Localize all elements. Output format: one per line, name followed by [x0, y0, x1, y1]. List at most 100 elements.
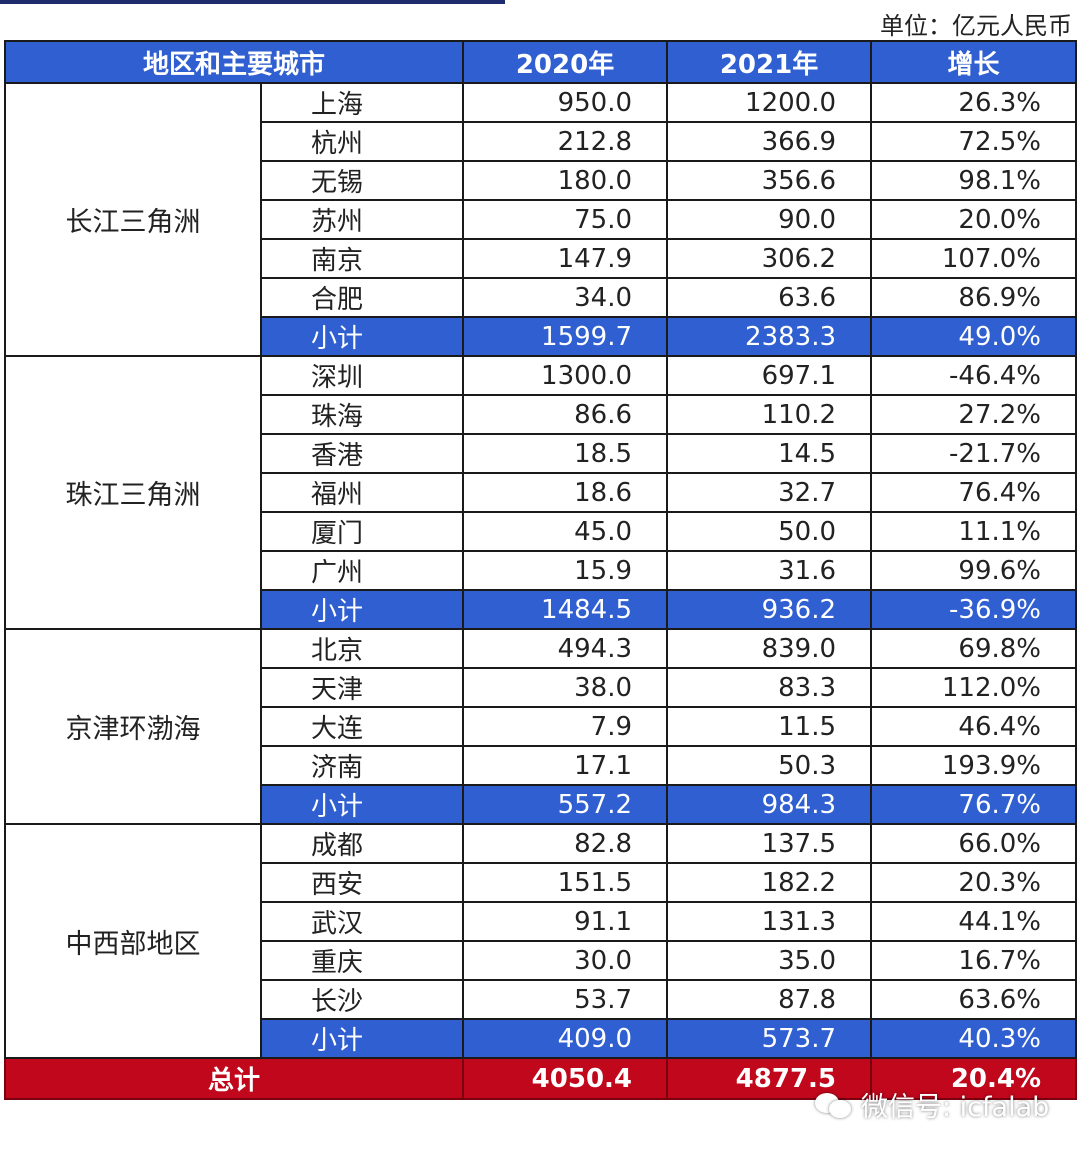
table-row: 合肥 34.0 63.6 86.9%: [5, 277, 1078, 318]
city-name: 重庆: [311, 948, 364, 978]
table-row: 苏州 75.0 90.0 20.0%: [5, 199, 1078, 240]
value-growth: 86.9%: [870, 277, 1078, 318]
value-2021: 182.2: [666, 862, 873, 903]
table-row: 长沙 53.7 87.8 63.6%: [5, 979, 1078, 1020]
value-2021: 14.5: [666, 433, 873, 474]
subtotal-2021: 2383.3: [666, 316, 873, 357]
value-growth: 98.1%: [870, 160, 1078, 201]
total-2020: 4050.4: [462, 1057, 669, 1100]
subtotal-growth: 76.7%: [870, 784, 1078, 825]
value-2020: 38.0: [462, 667, 669, 708]
table-body: 长江三角洲 上海 950.0 1200.0 26.3% 杭州 212.8 366.9 72.5%…: [3, 82, 1078, 1100]
city-cell: 天津: [259, 667, 465, 708]
value-growth: 46.4%: [870, 706, 1078, 747]
city-name: 上海: [311, 90, 364, 120]
value-2020: 18.5: [462, 433, 669, 474]
value-2021: 697.1: [666, 355, 873, 396]
subtotal-label-cell: 小计: [259, 1018, 465, 1059]
subtotal-row: 小计 557.2 984.3 76.7%: [5, 784, 1078, 825]
value-growth: 193.9%: [870, 745, 1078, 786]
value-2021: 137.5: [666, 823, 873, 864]
city-cell: 深圳: [259, 355, 465, 396]
city-cell: 重庆: [259, 940, 465, 981]
table-row: 珠江三角洲 深圳 1300.0 697.1 -46.4%: [4, 355, 1078, 630]
value-growth: 112.0%: [870, 667, 1078, 708]
value-2021: 31.6: [666, 550, 873, 591]
watermark: 微信号: icfalab: [815, 1085, 1049, 1124]
city-name: 长沙: [311, 987, 364, 1017]
city-cell: 南京: [259, 238, 465, 279]
city-cell: 长沙: [259, 979, 465, 1020]
table-row: 京津环渤海 北京 494.3 839.0 69.8%: [4, 628, 1078, 825]
investment-table: 地区和主要城市 2020年 2021年 增长 长江三角洲 上海 950.0 1200.…: [3, 40, 1078, 1100]
value-2020: 82.8: [462, 823, 669, 864]
table-row: 杭州 212.8 366.9 72.5%: [5, 121, 1078, 162]
subtotal-row: 小计 409.0 573.7 40.3%: [5, 1018, 1078, 1059]
table-row: 重庆 30.0 35.0 16.7%: [5, 940, 1078, 981]
value-growth: 44.1%: [870, 901, 1078, 942]
city-name: 苏州: [311, 207, 364, 237]
value-2020: 950.0: [462, 82, 669, 123]
value-2021: 11.5: [666, 706, 873, 747]
city-name: 合肥: [311, 285, 364, 315]
city-name: 珠海: [311, 402, 364, 432]
subtotal-2020: 409.0: [462, 1018, 669, 1059]
header-region-city: 地区和主要城市: [3, 40, 465, 84]
table-row: 珠海 86.6 110.2 27.2%: [5, 394, 1078, 435]
table-row: 广州 15.9 31.6 99.6%: [5, 550, 1078, 591]
header-2020: 2020年: [462, 40, 669, 84]
value-2020: 75.0: [462, 199, 669, 240]
region-name: 长江三角洲: [4, 82, 262, 357]
value-growth: 107.0%: [870, 238, 1078, 279]
value-2020: 45.0: [462, 511, 669, 552]
subtotal-growth: -36.9%: [870, 589, 1078, 630]
value-2020: 86.6: [462, 394, 669, 435]
subtotal-label-cell: 小计: [259, 589, 465, 630]
value-2021: 50.3: [666, 745, 873, 786]
subtotal-label-cell: 小计: [259, 316, 465, 357]
value-2020: 15.9: [462, 550, 669, 591]
total-label: 总计: [3, 1057, 465, 1100]
subtotal-2021: 936.2: [666, 589, 873, 630]
value-growth: -46.4%: [870, 355, 1078, 396]
city-name: 香港: [311, 441, 364, 471]
subtotal-2020: 1599.7: [462, 316, 669, 357]
value-2021: 110.2: [666, 394, 873, 435]
value-growth: 69.8%: [870, 628, 1078, 669]
value-2020: 18.6: [462, 472, 669, 513]
table-row: 中西部地区 成都 82.8 137.5 66.0%: [4, 823, 1078, 1059]
wechat-icon: [815, 1091, 853, 1119]
subtotal-label: 小计: [311, 1026, 364, 1056]
city-cell: 香港: [259, 433, 465, 474]
header-growth: 增长: [870, 40, 1078, 84]
city-name: 无锡: [311, 168, 364, 198]
table-row: 大连 7.9 11.5 46.4%: [5, 706, 1078, 747]
value-2020: 91.1: [462, 901, 669, 942]
watermark-text: 微信号: icfalab: [861, 1092, 1050, 1123]
value-2021: 356.6: [666, 160, 873, 201]
city-name: 西安: [311, 870, 364, 900]
value-2021: 32.7: [666, 472, 873, 513]
value-2020: 1300.0: [462, 355, 669, 396]
subtotal-row: 小计 1484.5 936.2 -36.9%: [5, 589, 1078, 630]
value-2021: 131.3: [666, 901, 873, 942]
value-2021: 306.2: [666, 238, 873, 279]
value-2020: 147.9: [462, 238, 669, 279]
value-2021: 366.9: [666, 121, 873, 162]
city-name: 南京: [311, 246, 364, 276]
city-name: 大连: [311, 714, 364, 744]
city-name: 济南: [311, 753, 364, 783]
table-row: 济南 17.1 50.3 193.9%: [5, 745, 1078, 786]
value-2021: 83.3: [666, 667, 873, 708]
value-2021: 90.0: [666, 199, 873, 240]
value-2020: 17.1: [462, 745, 669, 786]
table-row: 厦门 45.0 50.0 11.1%: [5, 511, 1078, 552]
city-cell: 苏州: [259, 199, 465, 240]
table-row: 无锡 180.0 356.6 98.1%: [5, 160, 1078, 201]
city-cell: 北京: [259, 628, 465, 669]
city-cell: 西安: [259, 862, 465, 903]
value-growth: 20.0%: [870, 199, 1078, 240]
value-2020: 53.7: [462, 979, 669, 1020]
city-cell: 济南: [259, 745, 465, 786]
table-row: 南京 147.9 306.2 107.0%: [5, 238, 1078, 279]
